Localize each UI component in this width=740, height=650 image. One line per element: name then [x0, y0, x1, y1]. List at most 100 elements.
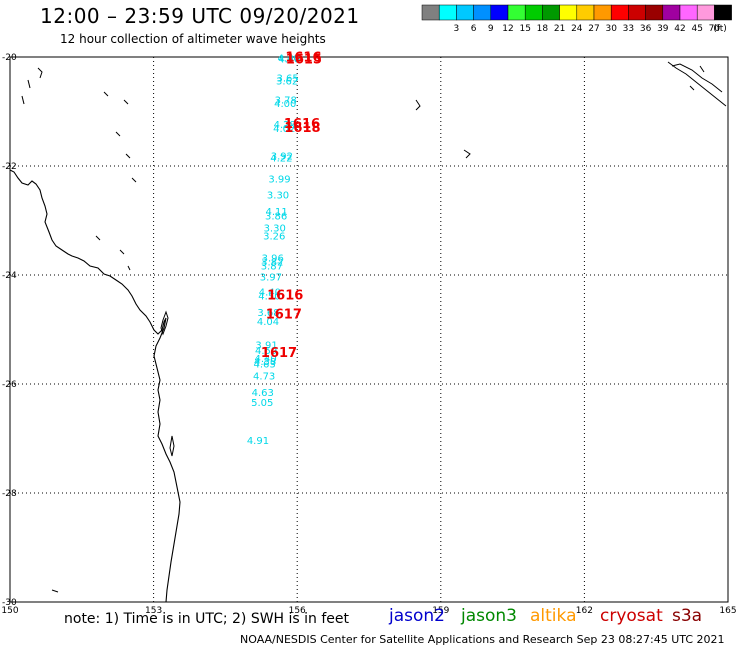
lon-tick-label: 150 [1, 606, 18, 616]
mission-altika-label: altika [530, 606, 577, 626]
credit-line: NOAA/NESDIS Center for Satellite Applica… [240, 633, 725, 646]
reef-fragment [115, 131, 121, 137]
reef-fragment [37, 67, 43, 79]
mission-cryosat-label: cryosat [600, 606, 663, 626]
swh-value: 3.87 [261, 262, 283, 273]
lat-tick-label: -20 [2, 53, 17, 63]
lat-lon-grid [10, 57, 728, 602]
orbit-pass-label: 1616 [284, 117, 320, 132]
orbit-pass-label: 1616 [285, 50, 321, 65]
swh-value: 3.86 [265, 211, 287, 222]
swh-value: 3.97 [260, 272, 282, 283]
map-title: 12:00 – 23:59 UTC 09/20/2021 [40, 4, 360, 28]
reef-fragment [21, 95, 25, 105]
fraser-island [160, 310, 169, 336]
scale-label: 45 [691, 24, 702, 34]
swh-value: 4.50 [258, 292, 280, 303]
swh-value: 3.82 [261, 258, 283, 269]
swh-value: 3.91 [255, 341, 277, 352]
orbit-pass-label: 1617 [261, 346, 297, 361]
reef-fragment [27, 79, 31, 89]
lon-tick-label: 162 [576, 606, 593, 616]
orbit-pass-label: 1617 [266, 308, 302, 323]
swh-value: 3.99 [268, 174, 290, 185]
reef-fragment [103, 91, 109, 97]
color-scale: 3 6 9 12 15 18 21 24 27 30 33 36 39 42 45 70(ft) [421, 4, 732, 34]
lon-tick-label: 165 [719, 606, 736, 616]
scale-label: 21 [554, 24, 565, 34]
scale-label: 30 [605, 24, 617, 34]
reef-fragment [131, 177, 137, 183]
orbit-pass-label: 1616 [267, 289, 303, 304]
scale-label: 12 [502, 24, 513, 34]
scale-label: 3 [454, 24, 460, 34]
swh-value: 3.78 [275, 95, 297, 106]
swh-value: 3.30 [267, 191, 289, 202]
reef-fragment [125, 153, 131, 159]
scale-label: 39 [657, 24, 669, 34]
swh-value: 4.63 [254, 360, 276, 371]
scale-label: 36 [640, 24, 652, 34]
reef-fragment [123, 99, 129, 105]
reef-fragment [95, 235, 101, 241]
swh-value: 4.73 [253, 372, 275, 383]
scale-label: 9 [488, 24, 494, 34]
swh-value: 3.65 [276, 74, 298, 85]
swh-value: 4.63 [252, 388, 274, 399]
orbit-pass-label: 1618 [284, 121, 320, 136]
scale-unit: (ft) [713, 24, 727, 34]
swh-value: 3.92 [271, 151, 293, 162]
lat-tick-label: -30 [2, 598, 17, 608]
swh-value: 3.68 [257, 308, 279, 319]
swh-value: 4.40 [254, 354, 276, 365]
map-subtitle: 12 hour collection of altimeter wave hei… [60, 32, 326, 46]
orbit-pass-label: 1615 [286, 53, 322, 68]
swh-observations: 4.404.483.653.623.784.004.284.023.924.22… [247, 50, 322, 447]
scale-label: 33 [623, 24, 634, 34]
lat-tick-label: -24 [2, 271, 17, 281]
moreton-island [169, 435, 175, 457]
swh-value: 4.00 [274, 99, 296, 110]
swh-value: 5.05 [251, 398, 273, 409]
swh-value: 4.22 [270, 154, 292, 165]
swh-value: 3.30 [264, 223, 286, 234]
swh-value: 4.02 [273, 124, 295, 135]
axis-labels: 150 153 156 159 162 165 -20 -22 -24 -26 -28 -30 [1, 53, 736, 616]
scale-label: 27 [588, 24, 599, 34]
scale-label: 15 [519, 24, 530, 34]
scale-swatch [714, 4, 732, 21]
swh-value: 3.26 [263, 232, 285, 243]
scale-label: 6 [471, 24, 477, 34]
reef-fragment [119, 249, 125, 255]
scale-label: 70 [709, 24, 721, 34]
mission-jason3-label: jason3 [461, 606, 517, 626]
reef-fragment [127, 265, 131, 271]
reef-fragment [463, 149, 471, 159]
map-frame [9, 56, 729, 603]
scale-label: 18 [537, 24, 549, 34]
swh-value: 4.40 [259, 288, 281, 299]
scale-label: 42 [674, 24, 685, 34]
lat-tick-label: -22 [2, 162, 17, 172]
australia-coast [9, 169, 181, 603]
lon-tick-label: 156 [289, 606, 306, 616]
new-caledonia-coast [667, 61, 727, 107]
swh-value: 4.48 [278, 54, 300, 65]
swh-value: 4.91 [247, 436, 269, 447]
swh-value: 4.04 [257, 317, 279, 328]
mission-s3a-label: s3a [672, 606, 703, 626]
swh-value: 4.11 [265, 207, 287, 218]
footnote: note: 1) Time is in UTC; 2) SWH is in fe… [64, 611, 350, 627]
swh-value: 4.38 [254, 357, 276, 368]
lon-tick-label: 159 [432, 606, 449, 616]
scale-label: 24 [571, 24, 583, 34]
swh-value: 3.62 [276, 76, 298, 87]
swh-value: 4.40 [277, 53, 299, 64]
swh-value: 4.28 [274, 120, 296, 131]
lat-tick-label: -28 [2, 489, 17, 499]
mission-jason2-label: jason2 [389, 606, 445, 626]
lat-tick-label: -26 [2, 380, 17, 390]
lon-tick-label: 153 [145, 606, 162, 616]
coastline [9, 61, 727, 603]
